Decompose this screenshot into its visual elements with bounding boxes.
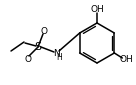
Text: O: O bbox=[41, 27, 47, 36]
Text: H: H bbox=[56, 53, 62, 62]
Text: S: S bbox=[34, 42, 42, 52]
Text: OH: OH bbox=[119, 54, 133, 63]
Text: OH: OH bbox=[90, 5, 104, 14]
Text: O: O bbox=[24, 54, 32, 63]
Text: N: N bbox=[53, 49, 59, 58]
